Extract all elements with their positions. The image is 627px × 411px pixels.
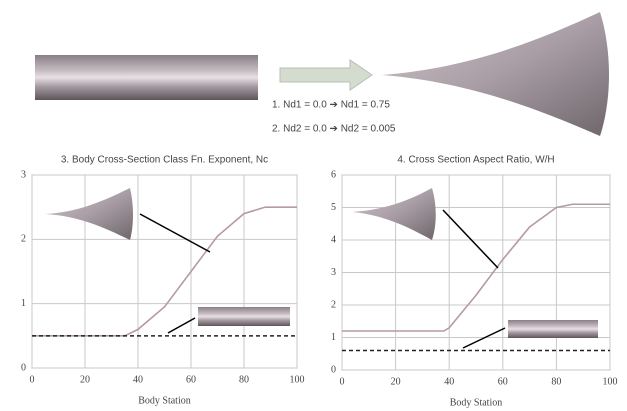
y-tick-label: 1 [331, 332, 336, 343]
y-tick-label: 6 [331, 169, 336, 180]
x-tick-label: 20 [391, 376, 401, 387]
x-tick-label: 80 [551, 376, 561, 387]
x-tick-label: 80 [239, 374, 249, 385]
pointer [139, 213, 211, 253]
inset-shape [198, 307, 290, 326]
pointer [462, 327, 506, 349]
chart-title: 4. Cross Section Aspect Ratio, W/H [397, 155, 554, 166]
pointer [442, 209, 499, 269]
chart-title: 3. Body Cross-Section Class Fn. Exponent… [61, 155, 268, 166]
inset-shape [45, 188, 133, 240]
y-tick-label: 3 [21, 169, 26, 180]
transform-arrow [279, 59, 373, 91]
y-tick-label: 1 [21, 298, 26, 309]
x-tick-label: 60 [186, 374, 196, 385]
plot-area [31, 174, 298, 369]
y-tick-label: 0 [331, 364, 336, 375]
y-tick-label: 2 [21, 234, 26, 245]
inset-shape [508, 320, 598, 338]
insets [45, 188, 598, 349]
x-tick-label: 40 [133, 374, 143, 385]
x-axis-label: Body Station [138, 395, 191, 406]
x-tick-label: 40 [444, 376, 454, 387]
x-tick-label: 0 [340, 376, 345, 387]
y-tick-label: 0 [21, 362, 26, 373]
y-tick-label: 5 [331, 202, 336, 213]
y-tick-label: 3 [331, 267, 336, 278]
x-tick-label: 20 [80, 374, 90, 385]
cylinder-body [35, 55, 258, 100]
x-tick-label: 60 [498, 376, 508, 387]
y-tick-label: 2 [331, 299, 336, 310]
y-tick-label: 4 [331, 234, 336, 245]
x-tick-label: 100 [603, 376, 618, 387]
x-tick-label: 100 [290, 374, 305, 385]
shaped-body [382, 12, 609, 136]
inset-shape [352, 188, 436, 240]
x-axis-label: Body Station [450, 397, 503, 408]
header-line: 2. Nd2 = 0.0 ➔ Nd2 = 0.005 [272, 124, 396, 135]
series-line [32, 206, 297, 337]
series-line [342, 203, 610, 332]
pointer [167, 317, 196, 334]
header-line: 1. Nd1 = 0.0 ➔ Nd1 = 0.75 [272, 100, 390, 111]
x-tick-label: 0 [30, 374, 35, 385]
